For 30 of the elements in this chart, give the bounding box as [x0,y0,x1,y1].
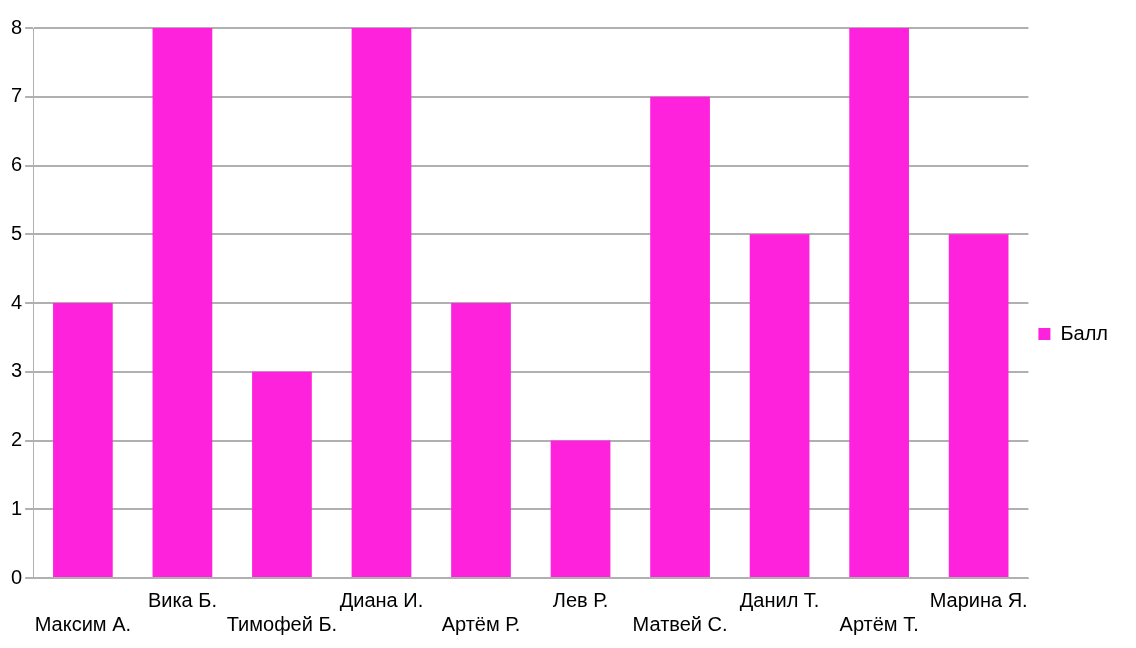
x-tick-label: Артём Р. [441,612,521,635]
bar [650,96,710,577]
x-tick-label: Диана И. [339,588,424,611]
y-tick-label: 8 [11,15,23,38]
y-tick-label: 0 [11,565,23,588]
y-tick-label: 7 [11,84,23,107]
y-tick-label: 3 [11,359,23,382]
x-tick-label: Данил Т. [739,588,820,611]
y-tick-label: 5 [11,221,23,244]
bar [948,234,1009,577]
x-tick-label: Лев Р. [552,588,609,611]
bar [252,371,312,577]
x-tick-label: Артём Т. [839,612,919,635]
legend-label: Балл [1060,321,1109,344]
bar [53,303,113,577]
y-tick-label: 1 [11,496,23,519]
y-tick-label: 6 [11,153,23,176]
bar [749,234,810,577]
bar [351,28,412,577]
y-tick-label: 4 [11,290,23,313]
y-tick-label: 2 [11,428,23,451]
x-tick-label: Тимофей Б. [226,612,338,635]
x-tick-label: Вика Б. [147,588,217,611]
x-tick-label: Марина Я. [929,588,1028,611]
x-tick-label: Максим А. [34,612,132,635]
bar [451,303,511,577]
bar [550,440,611,577]
x-tick-label: Матвей С. [632,612,728,635]
bar [849,28,909,577]
bar [152,28,213,577]
